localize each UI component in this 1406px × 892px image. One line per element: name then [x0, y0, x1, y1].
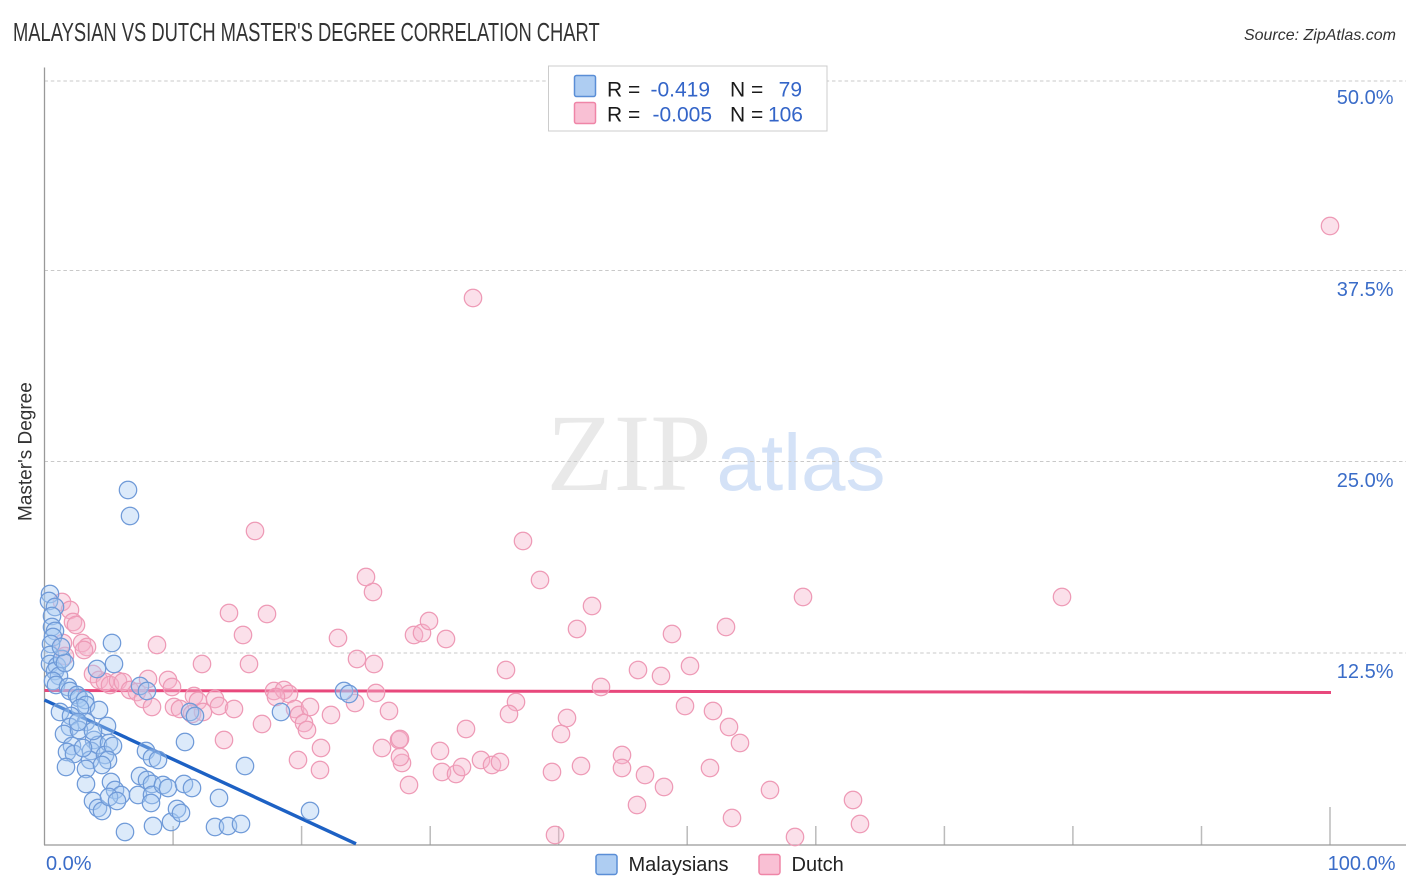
svg-text:79: 79 — [779, 78, 802, 101]
svg-text:N =: N = — [730, 78, 763, 101]
svg-text:Source: ZipAtlas.com: Source: ZipAtlas.com — [1244, 27, 1396, 44]
svg-text:R =: R = — [607, 78, 640, 101]
svg-text:50.0%: 50.0% — [1337, 87, 1394, 109]
svg-text:12.5%: 12.5% — [1337, 661, 1394, 683]
svg-text:-0.005: -0.005 — [652, 104, 712, 127]
svg-text:atlas: atlas — [717, 418, 886, 507]
svg-text:ZIP: ZIP — [547, 392, 712, 514]
svg-text:0.0%: 0.0% — [46, 853, 92, 875]
svg-text:-0.419: -0.419 — [650, 78, 710, 101]
svg-text:Master's Degree: Master's Degree — [16, 382, 37, 521]
svg-text:N =: N = — [730, 104, 763, 127]
svg-text:25.0%: 25.0% — [1337, 470, 1394, 492]
svg-text:37.5%: 37.5% — [1337, 279, 1394, 301]
svg-text:R =: R = — [607, 104, 640, 127]
svg-text:100.0%: 100.0% — [1328, 853, 1396, 875]
svg-text:Dutch: Dutch — [792, 854, 844, 876]
svg-text:Malaysians: Malaysians — [629, 854, 729, 876]
svg-text:106: 106 — [768, 104, 803, 127]
svg-text:MALAYSIAN VS DUTCH MASTER'S DE: MALAYSIAN VS DUTCH MASTER'S DEGREE CORRE… — [13, 18, 600, 47]
